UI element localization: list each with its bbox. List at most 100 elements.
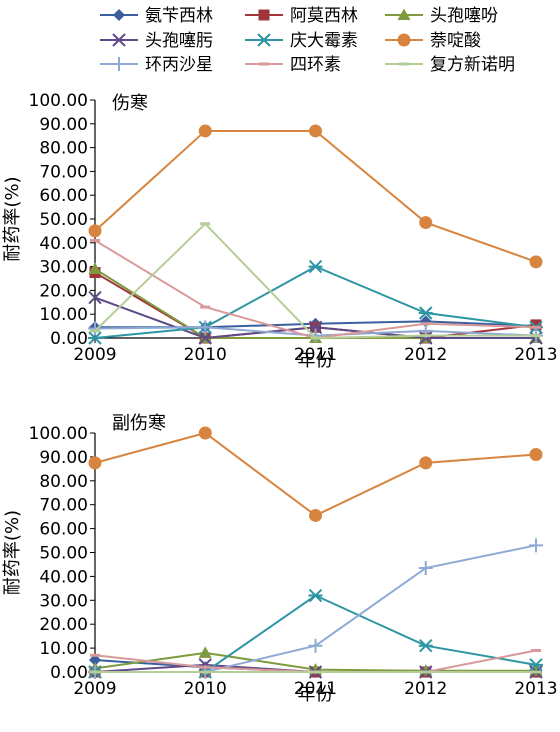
data-point (308, 328, 323, 343)
data-point (531, 648, 541, 652)
data-point (531, 670, 541, 674)
legend-marker (397, 33, 411, 47)
data-point (309, 124, 322, 138)
data-point (88, 290, 102, 305)
y-tick-label: 40.00 (39, 234, 88, 254)
legend-label: 阿莫西林 (290, 6, 358, 26)
x-axis-title: 年份 (298, 350, 334, 371)
legend-label: 复方新诺明 (430, 55, 515, 75)
data-point (90, 329, 100, 333)
legend-item: 氨苄西林 (100, 6, 213, 26)
legend-label: 氨苄西林 (145, 6, 213, 26)
y-tick-label: 100.00 (29, 91, 88, 111)
y-tick-label: 90.00 (39, 115, 88, 135)
data-point (198, 124, 212, 138)
data-point (88, 456, 102, 470)
series-line (95, 594, 537, 673)
legend-label: 四环素 (290, 55, 341, 75)
data-point (531, 325, 541, 329)
series-6 (88, 538, 543, 679)
legend-label: 萘啶酸 (430, 31, 481, 51)
data-point (418, 306, 433, 320)
x-tick-label: 2011 (294, 345, 337, 365)
y-tick-label: 60.00 (39, 186, 88, 206)
y-tick-label: 30.00 (39, 591, 88, 611)
data-point (200, 665, 211, 669)
legend-marker (399, 62, 409, 66)
data-point (198, 320, 213, 335)
data-point (529, 255, 543, 269)
series-line (94, 129, 537, 263)
legend-label: 头孢噻吩 (430, 6, 498, 26)
data-point (310, 336, 321, 340)
x-tick-label: 2009 (73, 679, 116, 699)
data-point (308, 588, 323, 603)
data-point (200, 670, 211, 674)
y-tick-label: 80.00 (39, 472, 88, 492)
data-point (530, 319, 542, 331)
data-point (198, 426, 212, 440)
data-point (308, 638, 323, 653)
chart-panel-paratyphoid: 0.00 10.00 20.00 30.00 40.00 50.00 60.00 70.00 8… (2, 413, 558, 705)
data-point (90, 670, 100, 674)
y-tick-label: 100.00 (29, 424, 88, 444)
data-point (308, 320, 323, 334)
x-tick-label: 2010 (184, 345, 227, 365)
data-point (419, 216, 433, 230)
y-tick-label: 30.00 (39, 258, 88, 278)
data-point (420, 334, 431, 338)
legend-item: 头孢噻肟 (100, 31, 213, 51)
legend-item: 环丙沙星 (100, 55, 213, 75)
legend-item: 庆大霉素 (245, 31, 358, 51)
legend-item: 阿莫西林 (245, 6, 358, 26)
data-point (90, 238, 100, 242)
legend-item: 萘啶酸 (385, 31, 481, 51)
legend-marker (112, 57, 126, 71)
data-point (420, 670, 431, 674)
data-point (418, 561, 433, 576)
data-point (310, 670, 321, 674)
data-point (198, 646, 212, 658)
y-tick-label: 0.00 (50, 663, 88, 683)
data-point (531, 334, 541, 338)
y-tick-label: 90.00 (39, 448, 88, 468)
legend-label: 庆大霉素 (290, 31, 358, 51)
y-tick-label: 70.00 (39, 496, 88, 516)
panel-title: 伤寒 (112, 93, 148, 114)
y-tick-label: 80.00 (39, 139, 88, 159)
y-tick-label: 50.00 (39, 210, 88, 230)
x-tick-label: 2011 (294, 679, 337, 699)
data-point (88, 224, 102, 238)
data-point (90, 653, 100, 657)
y-tick-label: 60.00 (39, 520, 88, 540)
data-point (309, 508, 322, 522)
panel-title: 副伤寒 (112, 413, 166, 434)
data-point (529, 658, 543, 672)
y-tick-label: 70.00 (39, 162, 88, 182)
data-point (88, 262, 102, 274)
series-8 (90, 670, 541, 674)
data-point (88, 321, 102, 336)
data-point (419, 331, 433, 345)
y-tick-label: 10.00 (39, 305, 88, 325)
x-axis-title: 年份 (298, 684, 334, 705)
x-tick-label: 2013 (514, 345, 557, 365)
legend-marker (113, 9, 125, 21)
y-tick-label: 50.00 (39, 544, 88, 564)
y-tick-label: 20.00 (39, 615, 88, 635)
legend-marker (259, 62, 269, 66)
y-tick-label: 40.00 (39, 567, 88, 587)
x-tick-label: 2010 (184, 679, 227, 699)
legend-label: 环丙沙星 (145, 55, 213, 75)
data-point (200, 305, 211, 309)
data-point (420, 322, 431, 326)
y-tick-label: 20.00 (39, 281, 88, 301)
data-point (419, 456, 433, 470)
legend-item: 头孢噻吩 (385, 6, 498, 26)
legend-item: 复方新诺明 (385, 55, 515, 75)
data-point (308, 259, 323, 274)
series-8 (90, 222, 541, 340)
series-3 (88, 290, 543, 345)
